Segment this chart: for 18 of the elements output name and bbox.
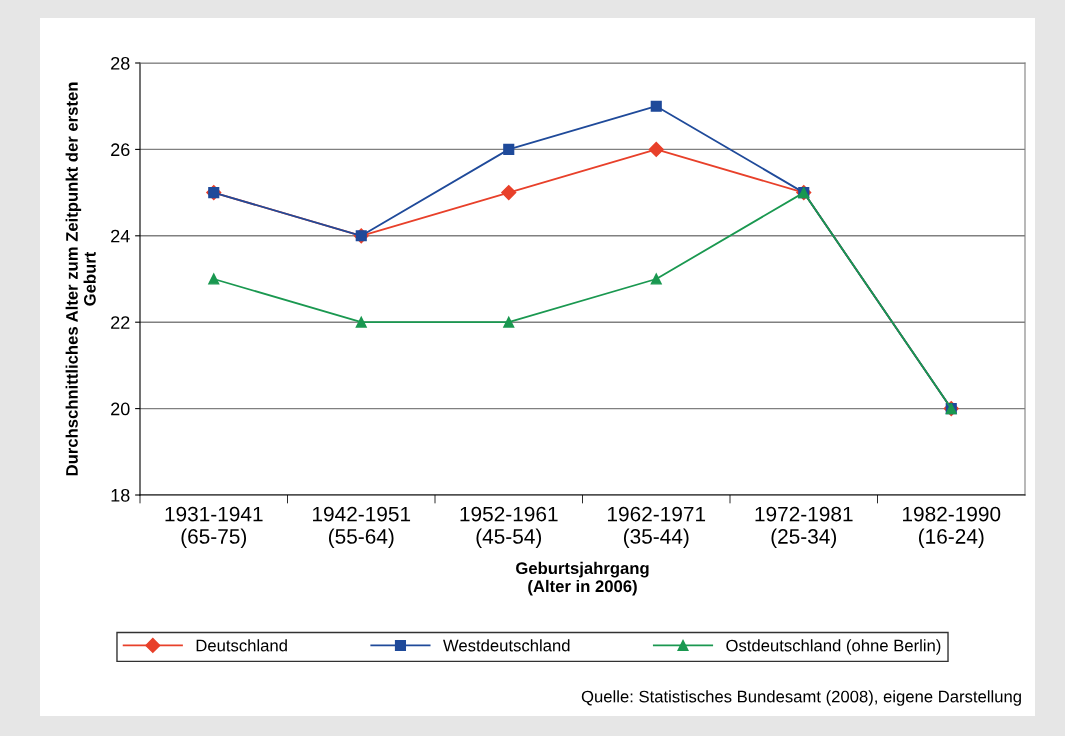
- source-note: Quelle: Statistisches Bundesamt (2008), eigene Darstellung: [581, 690, 1021, 706]
- legend-label: Westdeutschland: [443, 639, 570, 652]
- y-tick-label: 26: [111, 143, 130, 157]
- x-tick-label: 1931-1941 (65-75): [165, 506, 263, 548]
- x-tick-label: 1942-1951 (55-64): [313, 506, 411, 548]
- y-tick-label: 20: [111, 402, 130, 416]
- y-tick-label: 24: [111, 229, 130, 243]
- y-tick-label: 28: [111, 56, 130, 70]
- x-tick-label: 1982-1990 (16-24): [903, 506, 1001, 548]
- x-tick-label: 1952-1961 (45-54): [460, 506, 558, 548]
- y-tick-label: 18: [111, 488, 130, 502]
- x-tick-label: 1962-1971 (35-44): [608, 506, 706, 548]
- legend-label: Ostdeutschland (ohne Berlin): [726, 639, 941, 655]
- y-axis-title: Durchschnittliches Alter zum Zeitpunkt der ersten Geburt: [65, 82, 96, 476]
- x-tick-label: 1972-1981 (25-34): [755, 506, 853, 548]
- legend-label: Deutschland: [196, 639, 287, 652]
- y-tick-label: 22: [111, 316, 130, 329]
- x-axis-title: Geburtsjahrgang (Alter in 2006): [516, 561, 649, 596]
